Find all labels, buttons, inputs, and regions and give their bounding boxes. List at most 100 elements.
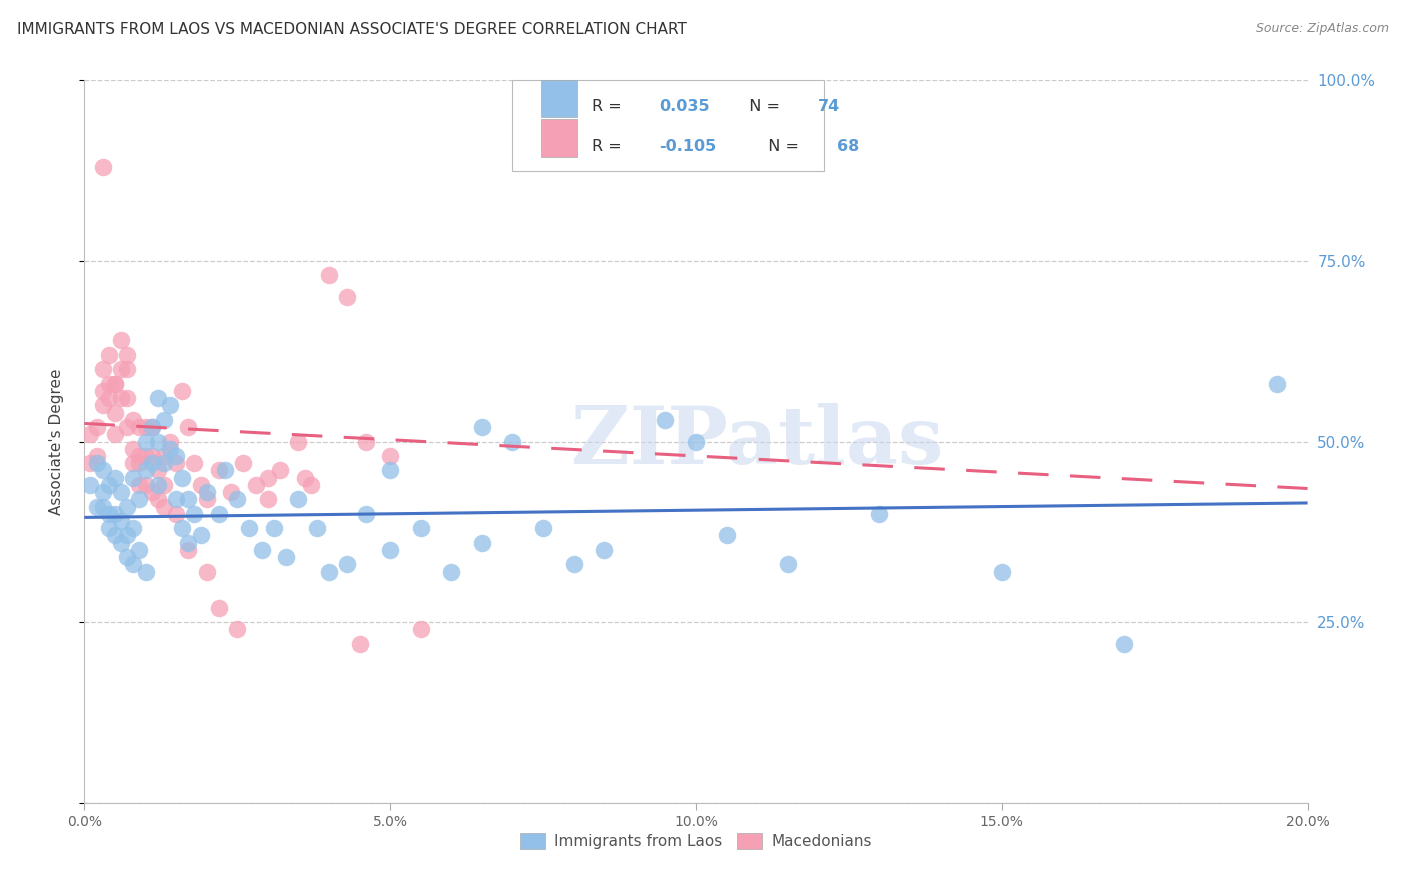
Point: [336, 290, 359, 304]
Point: [380, 449, 402, 463]
Point: [354, 507, 377, 521]
Point: [110, 334, 132, 348]
Point: [257, 470, 280, 484]
Point: [318, 565, 340, 579]
Point: [287, 434, 309, 449]
Point: [409, 521, 432, 535]
Point: [86, 420, 108, 434]
Point: [97, 376, 120, 391]
Point: [354, 434, 377, 449]
Point: [177, 542, 200, 557]
Point: [177, 420, 200, 434]
Point: [135, 463, 157, 477]
Point: [110, 362, 132, 376]
Point: [172, 470, 194, 484]
Point: [115, 362, 138, 376]
Point: [177, 535, 200, 549]
Point: [135, 478, 157, 492]
Point: [190, 478, 212, 492]
Point: [1265, 376, 1288, 391]
Point: [91, 500, 114, 514]
Point: [122, 456, 145, 470]
Point: [1114, 637, 1136, 651]
Point: [172, 521, 194, 535]
Point: [86, 456, 108, 470]
Point: [153, 456, 176, 470]
Point: [165, 492, 187, 507]
Point: [110, 535, 132, 549]
Point: [104, 406, 127, 420]
Point: [135, 434, 157, 449]
Point: [195, 565, 218, 579]
Point: [183, 507, 205, 521]
Point: [141, 420, 163, 434]
Point: [409, 623, 432, 637]
Point: [110, 391, 132, 405]
Point: [183, 456, 205, 470]
Point: [263, 521, 285, 535]
Point: [104, 376, 127, 391]
Point: [208, 507, 231, 521]
Point: [91, 485, 114, 500]
Text: IMMIGRANTS FROM LAOS VS MACEDONIAN ASSOCIATE'S DEGREE CORRELATION CHART: IMMIGRANTS FROM LAOS VS MACEDONIAN ASSOC…: [17, 22, 686, 37]
Point: [776, 558, 799, 572]
Point: [86, 500, 108, 514]
Point: [97, 507, 120, 521]
Point: [91, 463, 114, 477]
Point: [299, 478, 322, 492]
Point: [190, 528, 212, 542]
Text: N =: N =: [758, 139, 804, 153]
Point: [214, 463, 236, 477]
Point: [250, 542, 273, 557]
Point: [122, 558, 145, 572]
Point: [245, 478, 267, 492]
Point: [97, 391, 120, 405]
Point: [716, 528, 738, 542]
Point: [257, 492, 280, 507]
Point: [141, 456, 163, 470]
Point: [531, 521, 554, 535]
Point: [305, 521, 328, 535]
Point: [232, 456, 254, 470]
Point: [91, 384, 114, 398]
Point: [502, 434, 524, 449]
FancyBboxPatch shape: [513, 80, 824, 170]
Point: [593, 542, 616, 557]
Point: [141, 420, 163, 434]
Point: [97, 478, 120, 492]
Point: [153, 413, 176, 427]
Point: [146, 463, 169, 477]
Text: 0.035: 0.035: [659, 99, 710, 114]
Point: [91, 160, 114, 174]
Point: [440, 565, 463, 579]
Point: [172, 384, 194, 398]
Point: [287, 492, 309, 507]
Point: [91, 398, 114, 412]
Point: [91, 362, 114, 376]
Point: [128, 420, 150, 434]
Point: [104, 528, 127, 542]
Point: [380, 542, 402, 557]
Point: [562, 558, 585, 572]
Point: [135, 449, 157, 463]
Legend: Immigrants from Laos, Macedonians: Immigrants from Laos, Macedonians: [513, 825, 879, 856]
Text: Source: ZipAtlas.com: Source: ZipAtlas.com: [1256, 22, 1389, 36]
Text: -0.105: -0.105: [659, 139, 717, 153]
Text: R =: R =: [592, 139, 627, 153]
Text: 68: 68: [837, 139, 859, 153]
Point: [471, 420, 494, 434]
Point: [97, 348, 120, 362]
Point: [97, 521, 120, 535]
Point: [654, 413, 676, 427]
Point: [128, 478, 150, 492]
Point: [115, 348, 138, 362]
Point: [471, 535, 494, 549]
Point: [226, 492, 249, 507]
Point: [104, 376, 127, 391]
Point: [141, 449, 163, 463]
Point: [135, 565, 157, 579]
Point: [141, 485, 163, 500]
Point: [79, 427, 101, 442]
Point: [128, 492, 150, 507]
Point: [991, 565, 1014, 579]
